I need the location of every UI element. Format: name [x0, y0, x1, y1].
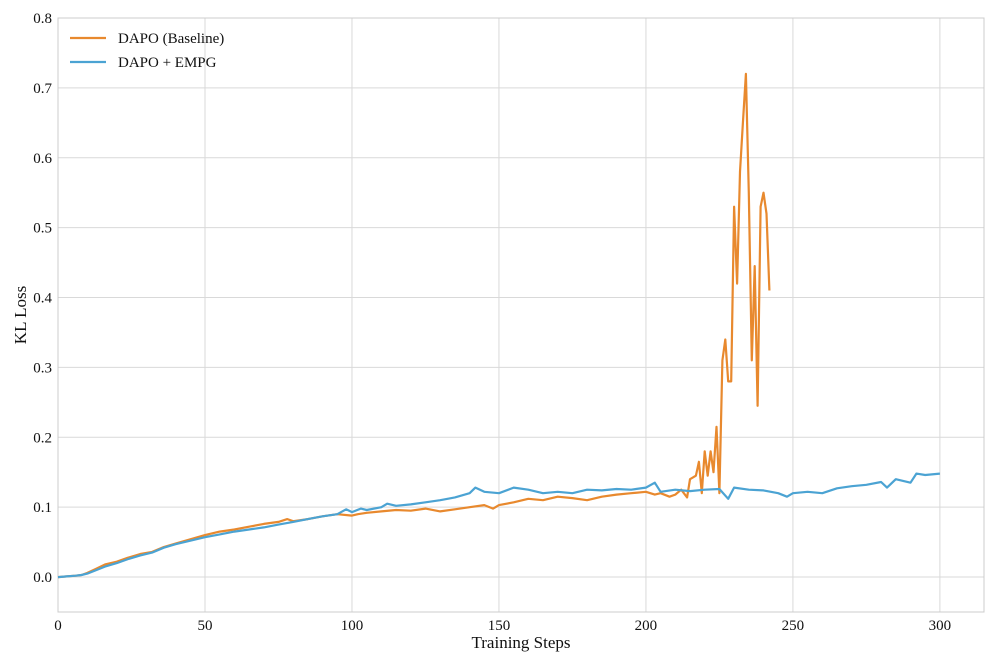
y-tick-label: 0.4 — [33, 291, 52, 307]
x-tick-label: 50 — [197, 618, 212, 634]
y-tick-label: 0.8 — [33, 11, 52, 27]
x-tick-label: 250 — [782, 618, 805, 634]
series-layer — [57, 72, 941, 579]
y-tick-label: 0.6 — [33, 151, 52, 167]
series-line-dapo-empg — [57, 472, 941, 579]
y-tick-label: 0.5 — [33, 221, 52, 237]
x-axis-ticks: 0 50 100 150 200 250 300 — [54, 618, 951, 634]
y-axis-title: KL Loss — [11, 286, 30, 344]
x-tick-label: 0 — [54, 618, 62, 634]
plot-frame — [57, 17, 985, 613]
x-tick-label: 200 — [635, 618, 658, 634]
x-tick-label: 150 — [488, 618, 511, 634]
x-tick-label: 300 — [929, 618, 952, 634]
y-axis-ticks: 0.0 0.1 0.2 0.3 0.4 0.5 0.6 0.7 0.8 — [33, 11, 52, 586]
y-tick-label: 0.3 — [33, 360, 52, 376]
legend-label: DAPO (Baseline) — [118, 31, 224, 47]
legend-label: DAPO + EMPG — [118, 55, 217, 71]
grid-lines — [57, 17, 984, 612]
legend: DAPO (Baseline) DAPO + EMPG — [70, 31, 224, 71]
x-tick-label: 100 — [341, 618, 364, 634]
y-tick-label: 0.7 — [33, 81, 52, 97]
series-line-dapo-baseline — [57, 72, 771, 579]
y-tick-label: 0.1 — [33, 500, 52, 516]
x-axis-title: Training Steps — [471, 633, 570, 652]
y-tick-label: 0.2 — [33, 430, 52, 446]
y-tick-label: 0.0 — [33, 570, 52, 586]
plot-area — [58, 18, 984, 612]
